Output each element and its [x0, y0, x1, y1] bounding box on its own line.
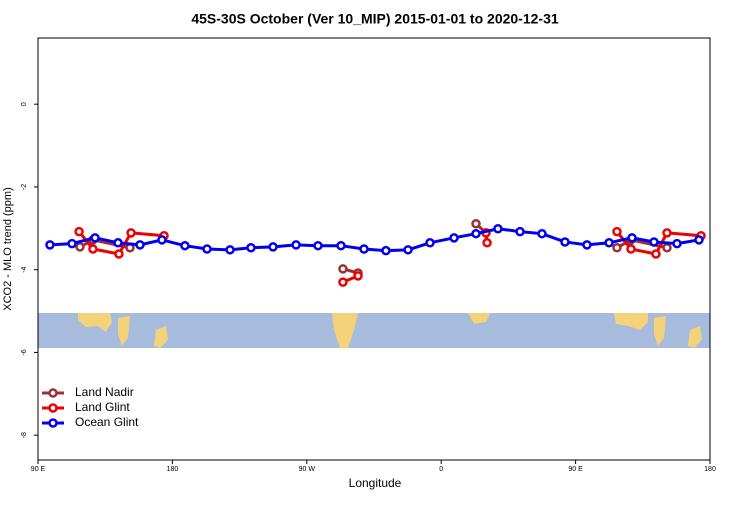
data-point [313, 240, 323, 251]
y-tick-label: -2 [21, 184, 28, 190]
plot-frame [37, 37, 711, 461]
data-point [604, 238, 614, 248]
data-point [67, 238, 77, 249]
data-point [45, 240, 55, 250]
y-tick-label: -6 [21, 349, 28, 355]
data-point [626, 244, 636, 254]
data-point [403, 245, 413, 255]
x-tick-label: 0 [439, 466, 443, 473]
data-point [537, 228, 547, 239]
x-tick-label: 90 E [568, 466, 583, 473]
x-tick-label: 90 E [31, 466, 46, 473]
data-point [694, 235, 704, 245]
data-point [75, 242, 85, 252]
y-axis-label: XCO2 - MLO trend (ppm) [2, 187, 14, 310]
data-point [672, 238, 682, 249]
x-tick-label: 180 [704, 466, 716, 473]
data-point [662, 228, 672, 238]
y-tick-label: -4 [21, 266, 28, 272]
data-point [291, 240, 301, 250]
series-line [49, 227, 700, 253]
data-point [157, 235, 167, 245]
map-strip [38, 313, 710, 348]
legend-label: Land Nadir [75, 385, 134, 399]
data-point [449, 233, 459, 243]
data-point [268, 242, 278, 252]
data-point [627, 233, 637, 243]
data-point [336, 240, 346, 251]
x-axis-label: Longitude [349, 476, 402, 490]
x-tick-label: 90 W [299, 466, 316, 473]
data-point [649, 237, 659, 247]
data-point [471, 219, 481, 229]
data-point [493, 223, 503, 234]
x-tick-label: 180 [167, 466, 179, 473]
data-point [482, 238, 492, 248]
data-point [359, 244, 369, 254]
chart-title: 45S-30S October (Ver 10_MIP) 2015-01-01 … [191, 11, 559, 27]
data-point [180, 240, 190, 251]
legend-label: Land Glint [75, 400, 130, 414]
data-point [662, 243, 672, 253]
data-point [471, 228, 481, 239]
data-point [88, 244, 98, 254]
data-point [515, 226, 525, 237]
data-point [113, 238, 123, 248]
data-point [612, 226, 622, 237]
data-point [612, 243, 622, 253]
legend-marker [48, 388, 58, 398]
legend-marker [48, 418, 58, 428]
data-point [353, 271, 363, 281]
data-point [225, 245, 235, 255]
data-point [74, 226, 84, 237]
data-point [135, 240, 145, 250]
data-point [338, 277, 348, 287]
data-point [90, 233, 100, 243]
legend-label: Ocean Glint [75, 415, 139, 429]
data-point [582, 240, 592, 250]
data-point [425, 238, 435, 248]
data-point [651, 249, 661, 259]
data-point [560, 237, 570, 247]
data-point [126, 228, 136, 238]
data-point [381, 245, 391, 256]
data-point [114, 249, 124, 259]
data-point [202, 244, 212, 254]
y-tick-label: 0 [21, 102, 28, 106]
data-point [338, 264, 348, 274]
y-tick-label: -8 [21, 432, 28, 438]
data-point [246, 243, 256, 253]
legend-marker [48, 403, 58, 413]
